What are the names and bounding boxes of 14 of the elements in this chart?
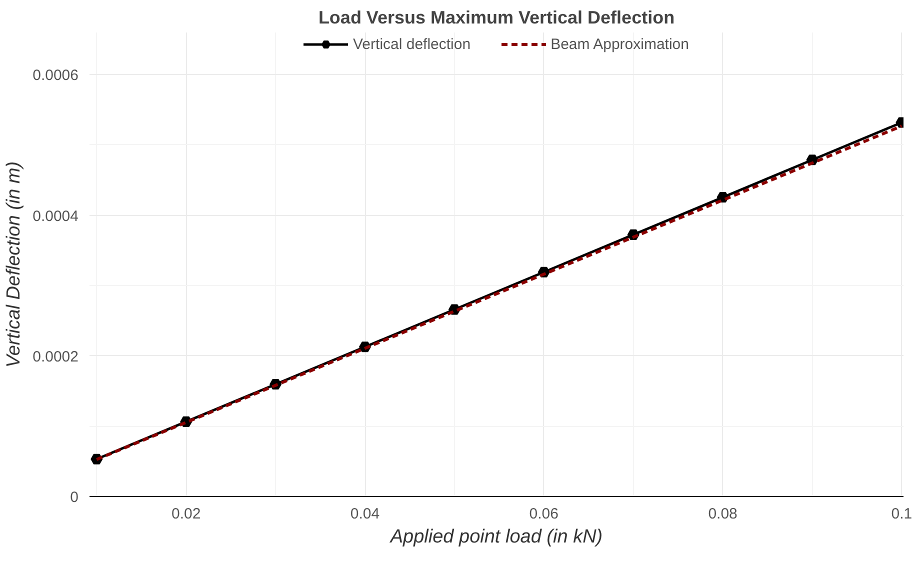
x-tick-label: 0.04 xyxy=(350,506,380,522)
x-tick-label: 0.02 xyxy=(172,506,201,522)
x-tick-label: 0.1 xyxy=(891,506,912,522)
y-tick-label: 0.0006 xyxy=(32,67,79,84)
legend-label: Vertical deflection xyxy=(353,36,471,52)
x-tick-label: 0.06 xyxy=(529,506,559,522)
chart-title: Load Versus Maximum Vertical Deflection xyxy=(318,8,675,28)
y-tick-label: 0 xyxy=(70,489,78,506)
y-tick-label: 0.0002 xyxy=(32,348,79,366)
x-tick-label: 0.08 xyxy=(708,506,738,522)
y-axis-title: Vertical Deflection (in m) xyxy=(4,161,25,368)
legend-label: Beam Approximation xyxy=(550,36,689,52)
x-axis-title: Applied point load (in kN) xyxy=(389,526,603,548)
y-tick-label: 0.0004 xyxy=(32,208,79,225)
